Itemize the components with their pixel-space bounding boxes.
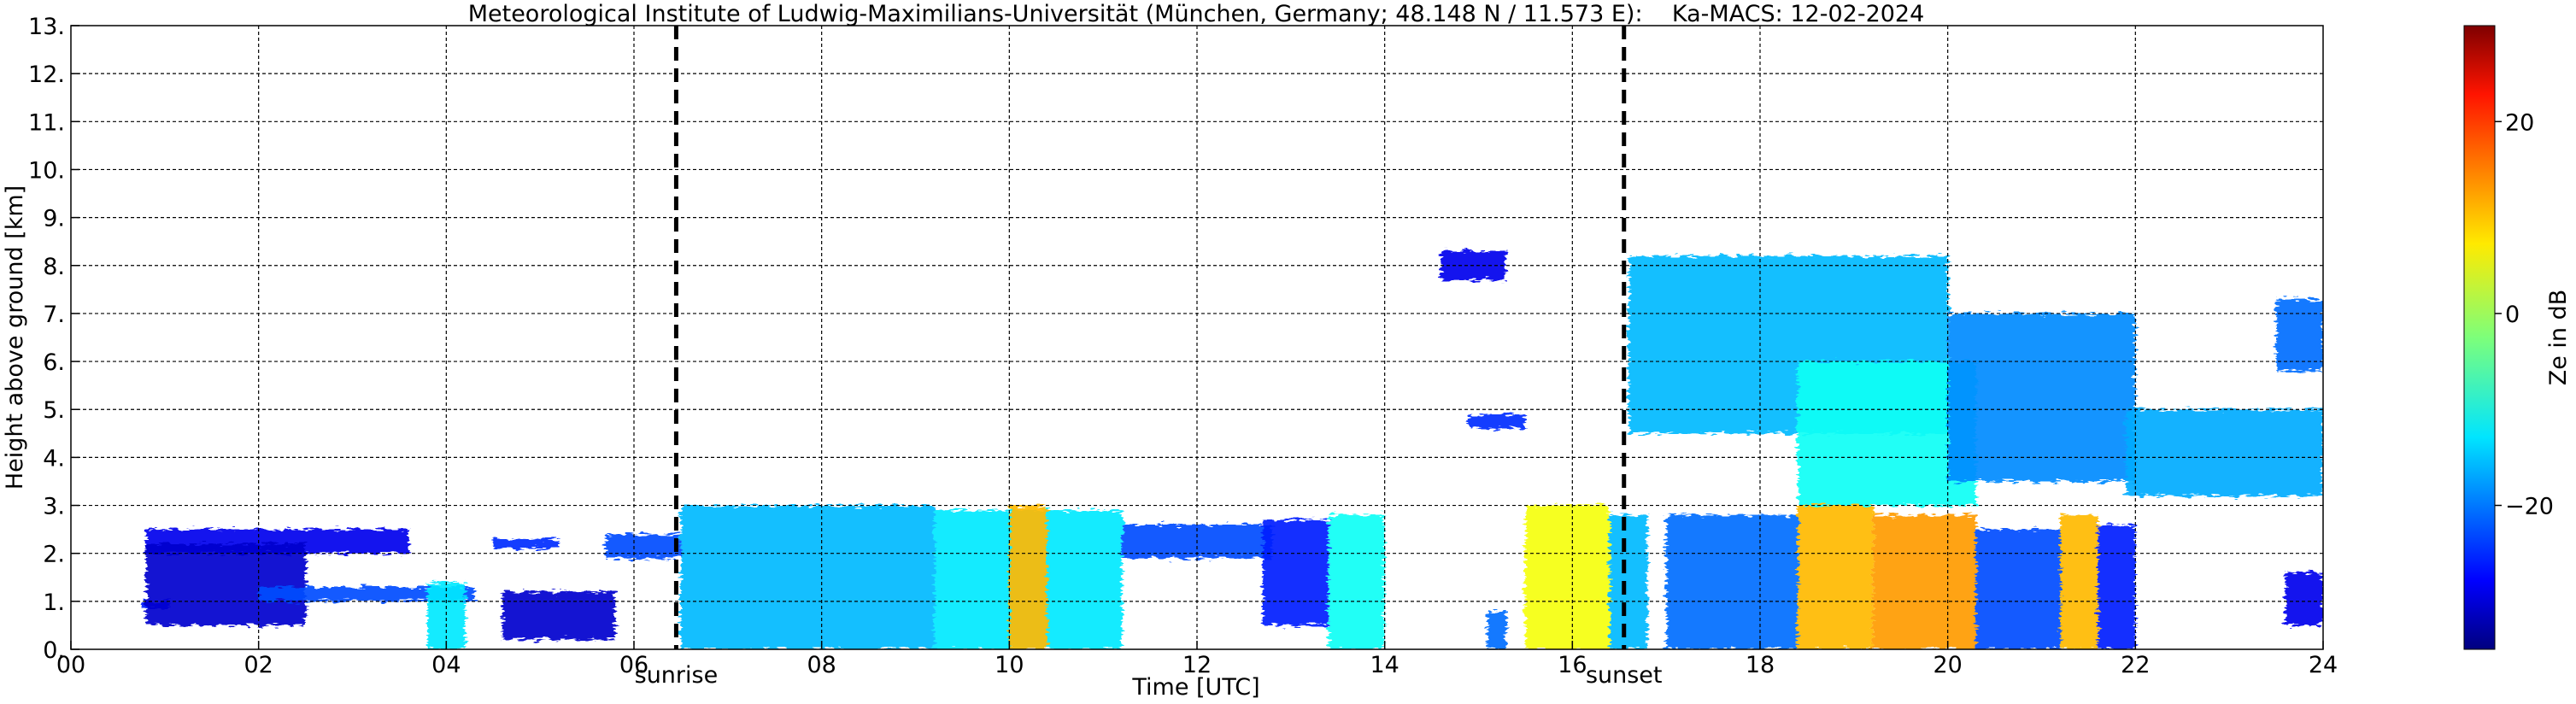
grid-lines	[71, 26, 2323, 649]
y-tick-label: 8.	[43, 254, 65, 280]
colorbar	[2463, 25, 2496, 650]
x-tick-label: 10	[995, 652, 1024, 678]
echo-region	[493, 538, 560, 549]
y-tick-label: 1.	[43, 590, 65, 616]
sun-markers: sunrise sunset	[635, 26, 1663, 689]
y-tick-label: 9.	[43, 206, 65, 232]
y-tick-label: 0.	[43, 637, 65, 664]
y-tick-label: 11.	[28, 109, 65, 136]
chart-title: Meteorological Institute of Ludwig-Maxim…	[468, 1, 1925, 27]
echo-region	[1525, 505, 1611, 649]
echo-region	[2286, 572, 2323, 625]
echo-region	[427, 582, 466, 649]
x-tick-label: 24	[2309, 652, 2338, 678]
echo-region	[2276, 299, 2323, 372]
echo-region	[606, 534, 681, 559]
echo-region	[1872, 514, 1976, 649]
y-axis-ticks: 0. 1. 2. 3. 4. 5. 6. 7. 8. 9. 10. 11. 12. 13.	[28, 14, 79, 664]
x-tick-label: 18	[1746, 652, 1775, 678]
sun-marker-label: sunset	[1586, 662, 1663, 689]
y-tick-label: 13.	[28, 14, 65, 40]
x-tick-label: 16	[1558, 652, 1587, 678]
colorbar-label: Ze in dB	[2545, 290, 2572, 386]
echo-region	[1610, 514, 1648, 649]
colorbar-ticks: 20 0 −20	[2495, 109, 2554, 520]
colorbar-tick-label: −20	[2505, 494, 2554, 520]
echo-region	[502, 591, 616, 640]
echo-region	[2098, 525, 2136, 649]
echo-region	[1328, 514, 1385, 649]
echo-region	[1666, 514, 1798, 649]
sun-marker-label: sunrise	[635, 662, 719, 689]
y-tick-label: 4.	[43, 445, 65, 472]
x-tick-label: 04	[431, 652, 461, 678]
y-axis-label: Height above ground [km]	[2, 185, 28, 490]
x-axis-ticks: 00 02 04 06 08 10 12 14 16 18 20 22 24	[56, 641, 2338, 678]
y-tick-label: 10.	[28, 157, 65, 184]
echo-region	[145, 543, 306, 625]
echo-region	[2126, 409, 2323, 496]
y-tick-label: 12.	[28, 62, 65, 88]
echo-region	[2060, 514, 2098, 649]
colorbar-tick-label: 20	[2505, 109, 2534, 136]
echo-region	[1947, 313, 2136, 482]
colorbar-tick-label: 0	[2505, 302, 2520, 328]
echo-region	[1797, 505, 1873, 649]
x-tick-label: 08	[807, 652, 836, 678]
x-tick-label: 22	[2121, 652, 2150, 678]
echo-region	[680, 505, 935, 649]
y-tick-label: 2.	[43, 542, 65, 568]
x-tick-label: 06	[619, 652, 648, 678]
echo-region	[1469, 414, 1526, 429]
echo-region	[1975, 529, 2061, 649]
echo-region	[1262, 519, 1329, 625]
echo-region	[1488, 611, 1507, 649]
echo-region	[1797, 361, 1976, 506]
y-tick-label: 6.	[43, 349, 65, 376]
x-tick-label: 20	[1933, 652, 1962, 678]
x-tick-label: 14	[1370, 652, 1399, 678]
y-tick-label: 3.	[43, 494, 65, 520]
echo-region	[258, 587, 475, 601]
y-tick-label: 5.	[43, 397, 65, 424]
y-tick-label: 7.	[43, 302, 65, 328]
echo-regions	[141, 250, 2323, 649]
x-tick-label: 02	[244, 652, 273, 678]
echo-region	[1009, 505, 1047, 649]
x-axis-label: Time [UTC]	[1131, 674, 1259, 701]
x-tick-label: 12	[1182, 652, 1212, 678]
x-tick-label: 00	[56, 652, 85, 678]
